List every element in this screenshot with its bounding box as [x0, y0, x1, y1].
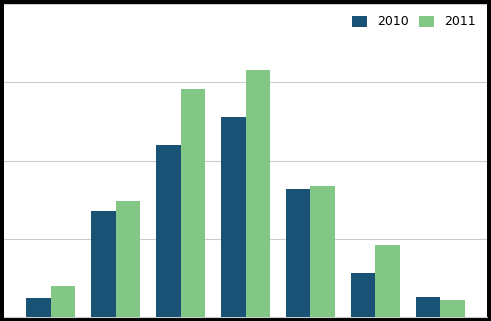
Bar — [310, 186, 335, 317]
Bar — [91, 211, 116, 317]
Bar — [440, 299, 465, 317]
Bar — [181, 89, 205, 317]
Legend: 2010, 2011: 2010, 2011 — [347, 10, 481, 33]
Bar — [286, 189, 310, 317]
Bar — [51, 286, 76, 317]
Bar — [156, 145, 181, 317]
Bar — [415, 297, 440, 317]
Bar — [116, 201, 140, 317]
Bar — [26, 298, 51, 317]
Bar — [375, 245, 400, 317]
Bar — [246, 70, 270, 317]
Bar — [351, 273, 375, 317]
Bar — [221, 117, 246, 317]
